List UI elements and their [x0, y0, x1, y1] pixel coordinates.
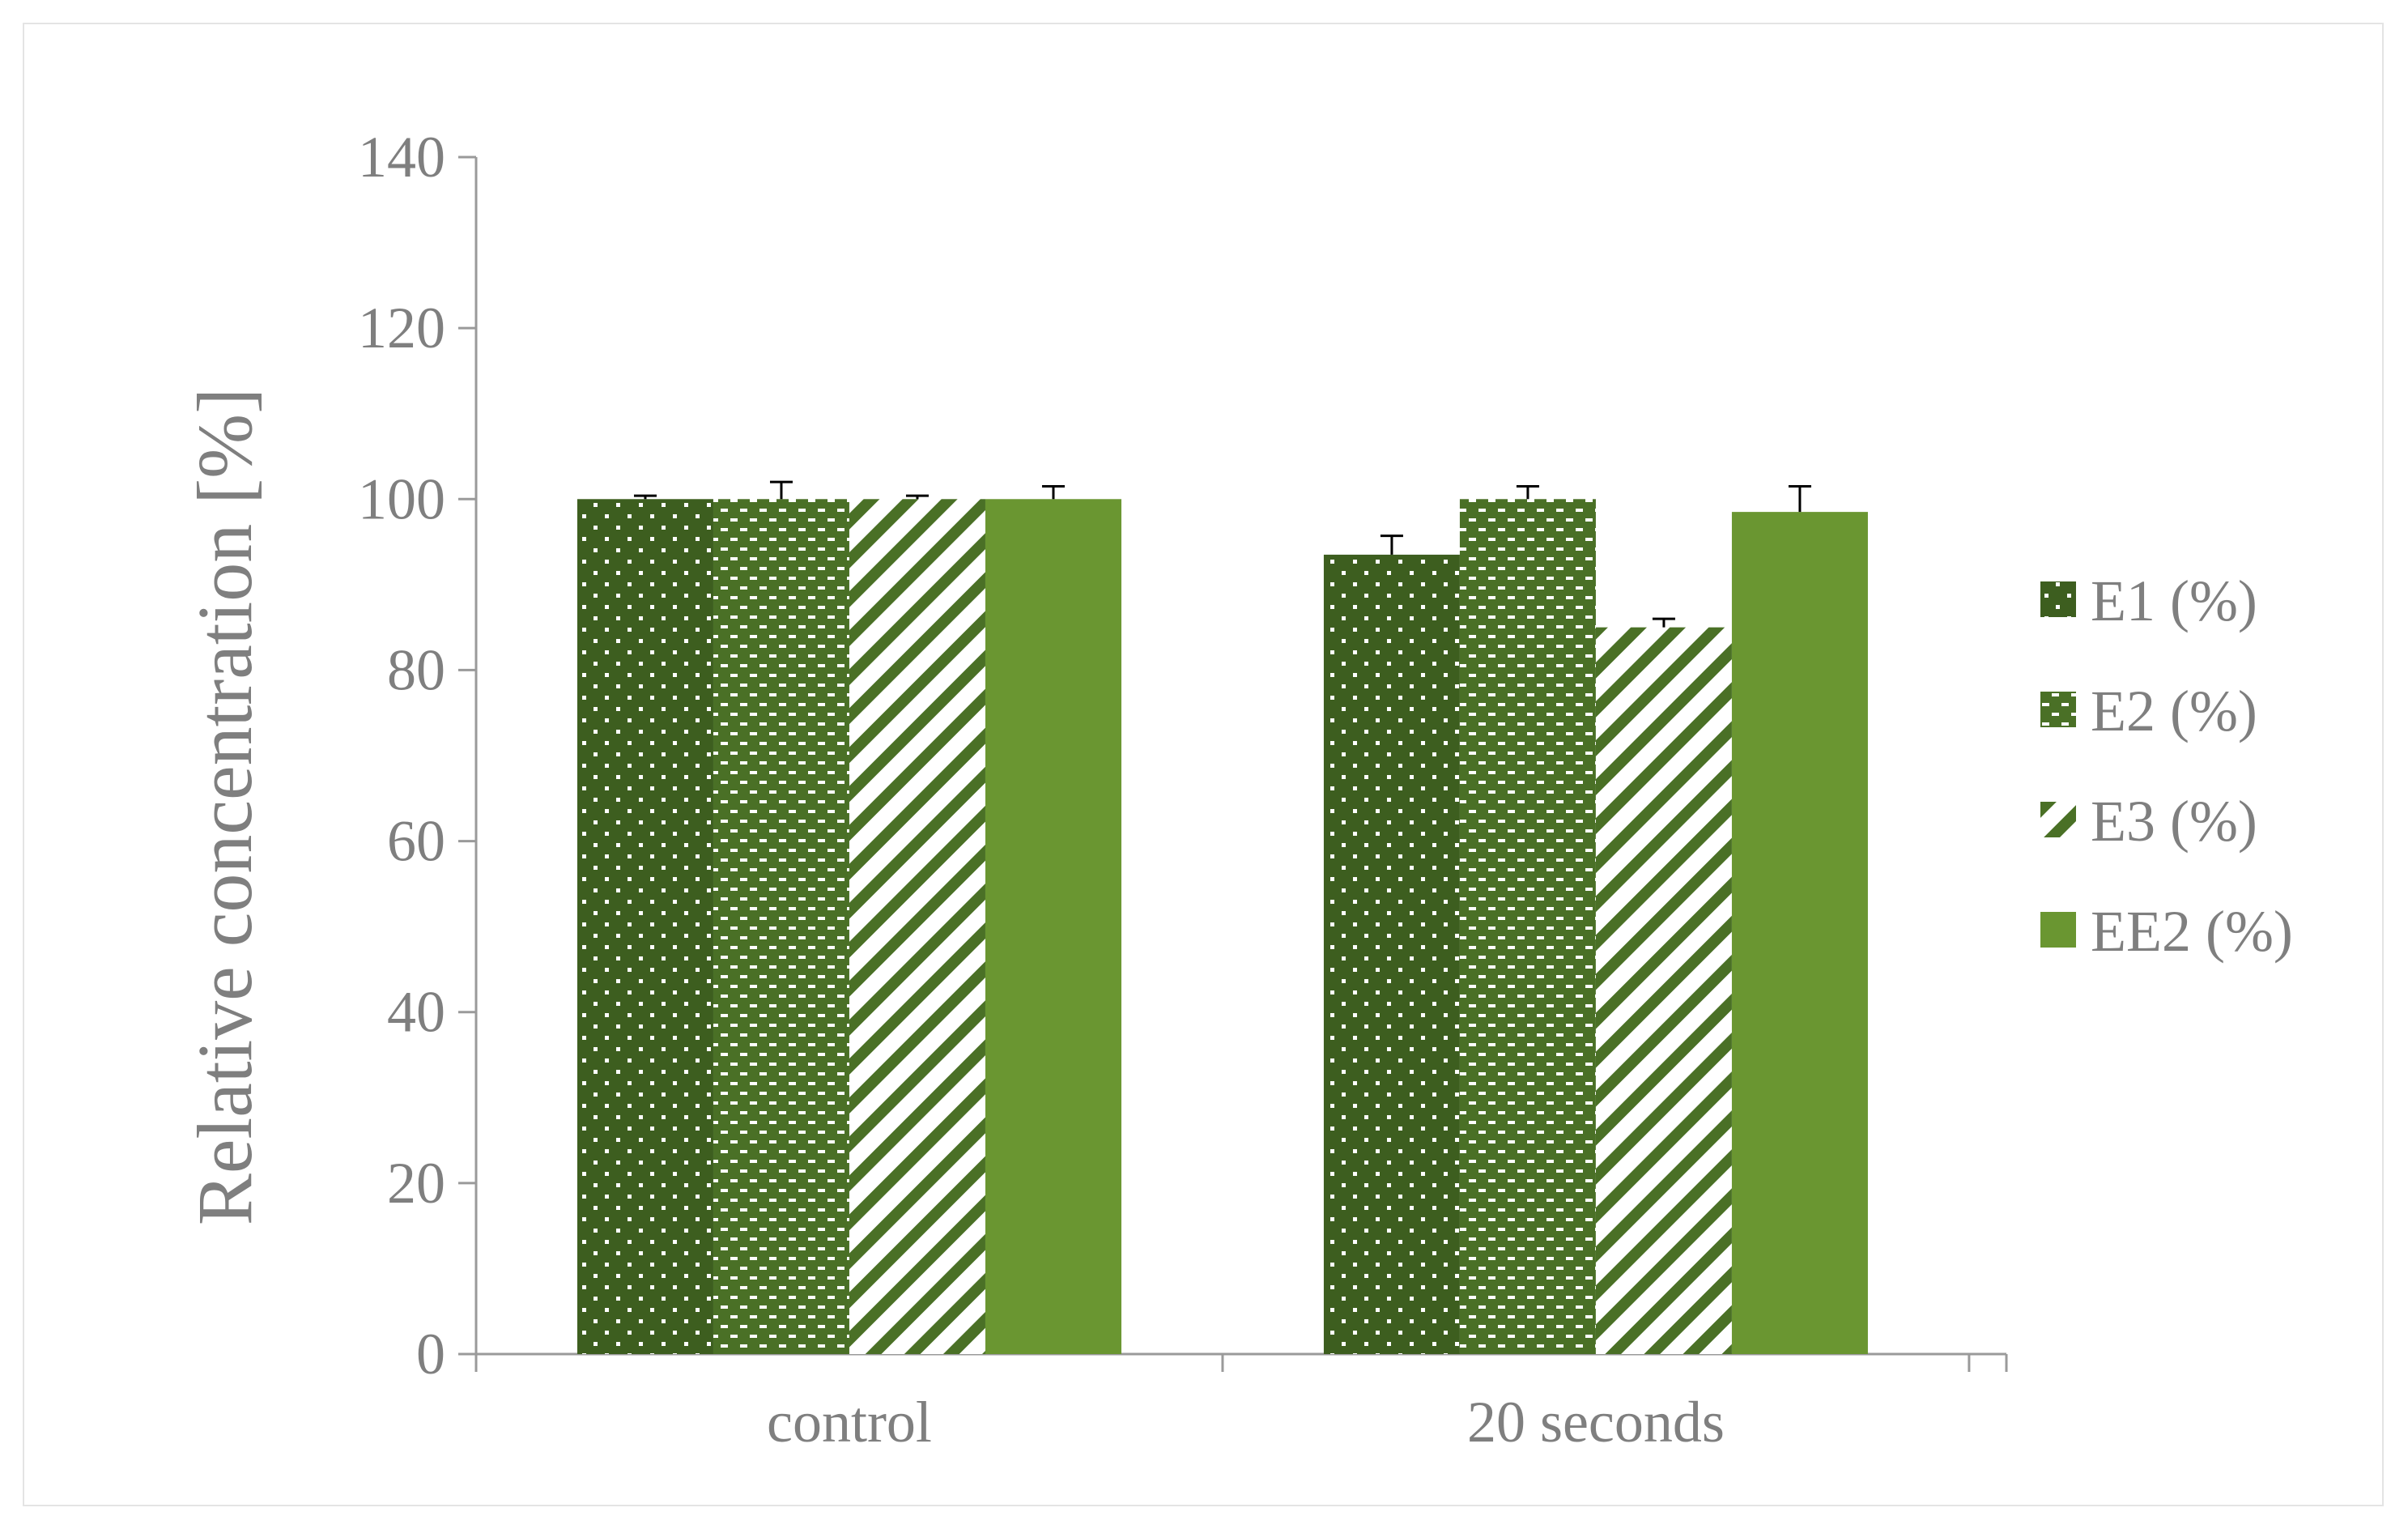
legend-label: E3 (%) [2091, 789, 2257, 854]
y-tick-label: 100 [358, 466, 445, 531]
legend: E1 (%) E2 (%) E3 (%) EE2 (%) [2040, 569, 2293, 964]
x-tick-label: 20 seconds [1467, 1390, 1725, 1454]
y-tick-label: 60 [387, 809, 445, 874]
bar [1595, 627, 1732, 1354]
legend-label: EE2 (%) [2091, 899, 2293, 964]
bar [713, 499, 849, 1355]
chart-frame [23, 23, 2384, 1506]
x-tick-label: control [767, 1390, 932, 1454]
x-axis: control 20 seconds [474, 1352, 2008, 1454]
legend-swatch [2040, 581, 2076, 617]
y-tick-label: 140 [358, 125, 445, 190]
y-axis: 0 20 40 60 80 100 120 140 [358, 125, 478, 1386]
legend-label: E2 (%) [2091, 679, 2257, 743]
bar [985, 499, 1121, 1355]
legend-swatch [2040, 802, 2076, 837]
bar [1459, 499, 1596, 1355]
bar [849, 499, 985, 1355]
y-tick-label: 0 [416, 1322, 445, 1386]
legend-swatch [2040, 912, 2076, 948]
bars [576, 480, 1868, 1355]
legend-swatch [2040, 692, 2076, 727]
legend-label: E1 (%) [2091, 569, 2257, 633]
y-axis-label: Relative concentration [%] [181, 388, 268, 1225]
y-tick-label: 20 [387, 1151, 445, 1216]
bar [1323, 554, 1460, 1354]
y-tick-label: 40 [387, 980, 445, 1045]
bar [576, 499, 713, 1355]
bar [1731, 512, 1868, 1355]
y-tick-label: 120 [358, 296, 445, 360]
y-tick-label: 80 [387, 637, 445, 702]
